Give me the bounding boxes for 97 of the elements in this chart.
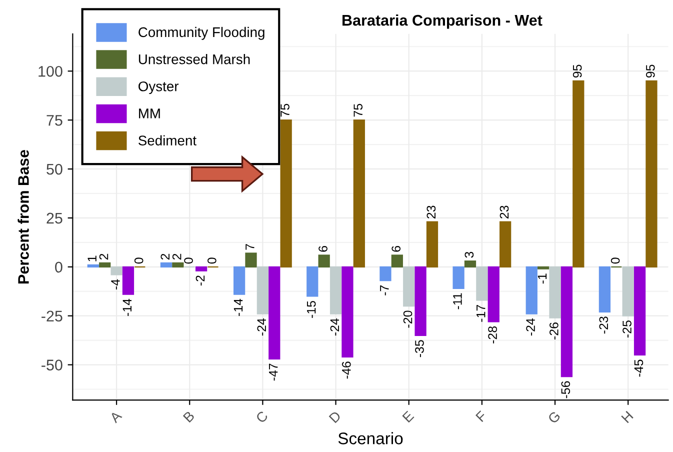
bar bbox=[598, 266, 611, 312]
bar bbox=[634, 266, 646, 356]
data-label: 0 bbox=[184, 258, 193, 264]
data-label: -24 bbox=[330, 318, 340, 336]
data-label: 2 bbox=[160, 254, 170, 260]
data-label: -28 bbox=[488, 326, 497, 344]
bar bbox=[549, 266, 561, 318]
bar bbox=[560, 266, 573, 378]
data-label: -47 bbox=[269, 364, 278, 381]
y-tick-label: 50 bbox=[46, 164, 62, 175]
bar bbox=[172, 262, 184, 268]
x-tick-label: A bbox=[109, 410, 122, 424]
data-label: -24 bbox=[526, 318, 535, 336]
x-tick-label: D bbox=[328, 410, 342, 424]
data-label: 0 bbox=[134, 258, 144, 264]
legend-label: Unstressed Marsh bbox=[138, 54, 250, 64]
bar bbox=[452, 266, 464, 289]
data-label: -14 bbox=[122, 298, 132, 316]
data-label: 95 bbox=[572, 64, 582, 78]
bar bbox=[342, 266, 354, 358]
data-label: 3 bbox=[464, 252, 474, 258]
data-label: -20 bbox=[403, 310, 412, 328]
x-tick-label: F bbox=[476, 410, 488, 422]
data-label: -11 bbox=[453, 293, 462, 310]
legend-label: MM bbox=[139, 108, 160, 118]
legend-label: Community Flooding bbox=[138, 26, 264, 40]
x-tick-label: E bbox=[402, 410, 414, 423]
data-label: -23 bbox=[599, 316, 608, 334]
x-tick-label: C bbox=[255, 410, 268, 424]
bar bbox=[380, 266, 392, 282]
bar bbox=[268, 266, 280, 360]
y-tick-label: 75 bbox=[46, 115, 62, 126]
data-label: 6 bbox=[318, 246, 328, 252]
x-tick-label: B bbox=[182, 410, 195, 423]
bar bbox=[330, 266, 342, 314]
bar bbox=[233, 266, 246, 295]
y-tick-label: -25 bbox=[42, 310, 62, 322]
y-axis-title: Percent from Base bbox=[18, 150, 29, 284]
data-label: -17 bbox=[476, 304, 486, 322]
bar bbox=[195, 266, 208, 272]
data-label: -35 bbox=[415, 340, 424, 358]
bar bbox=[318, 254, 330, 268]
bar bbox=[526, 266, 538, 314]
data-label: -24 bbox=[257, 318, 266, 336]
bar bbox=[110, 266, 122, 276]
data-label: 95 bbox=[646, 64, 655, 78]
data-label: 1 bbox=[88, 256, 96, 262]
data-label: 75 bbox=[280, 104, 290, 117]
data-label: -56 bbox=[561, 381, 570, 398]
bar bbox=[500, 221, 512, 268]
data-label: -25 bbox=[622, 320, 632, 338]
data-label: -7 bbox=[380, 285, 389, 296]
bar bbox=[572, 80, 584, 268]
data-label: -26 bbox=[550, 322, 558, 340]
data-label: 23 bbox=[426, 206, 436, 218]
data-label: 23 bbox=[500, 206, 509, 218]
x-tick-label: G bbox=[547, 410, 561, 424]
bar bbox=[280, 119, 292, 268]
legend-label: Oyster bbox=[138, 81, 179, 94]
data-label: 2 bbox=[172, 254, 182, 260]
data-label: -4 bbox=[111, 279, 120, 290]
data-label: -15 bbox=[307, 300, 316, 318]
data-label: -2 bbox=[196, 276, 205, 286]
bar bbox=[99, 262, 111, 268]
bar bbox=[414, 266, 426, 336]
x-tick-label: H bbox=[621, 410, 634, 424]
data-label: 0 bbox=[208, 258, 216, 264]
bar bbox=[426, 221, 438, 268]
bar bbox=[622, 266, 634, 316]
bar bbox=[122, 266, 134, 295]
data-label: 0 bbox=[610, 258, 620, 264]
bar bbox=[353, 119, 365, 268]
bar bbox=[256, 266, 269, 314]
bar bbox=[306, 266, 318, 297]
data-label: 7 bbox=[246, 244, 254, 250]
y-tick-label: 100 bbox=[38, 66, 62, 77]
data-label: 75 bbox=[354, 104, 363, 117]
bar bbox=[391, 254, 403, 268]
data-label: 6 bbox=[392, 246, 401, 252]
data-label: -1 bbox=[538, 274, 547, 284]
data-label: -45 bbox=[634, 360, 644, 377]
bar bbox=[476, 266, 488, 301]
bar bbox=[160, 262, 172, 268]
x-axis-title: Scenario bbox=[338, 432, 403, 444]
data-label: -46 bbox=[342, 362, 351, 379]
bar bbox=[403, 266, 415, 307]
y-tick-label: 25 bbox=[46, 212, 62, 224]
bar bbox=[646, 80, 658, 268]
legend-label: Sediment bbox=[138, 135, 196, 146]
bar bbox=[464, 260, 476, 268]
bar bbox=[488, 266, 500, 322]
bar bbox=[245, 252, 257, 268]
chart-title: Barataria Comparison - Wet bbox=[342, 14, 542, 29]
data-label: -14 bbox=[234, 298, 243, 316]
data-label: 2 bbox=[99, 254, 108, 260]
y-tick-label: -50 bbox=[42, 360, 62, 370]
y-tick-label: 0 bbox=[55, 262, 62, 273]
